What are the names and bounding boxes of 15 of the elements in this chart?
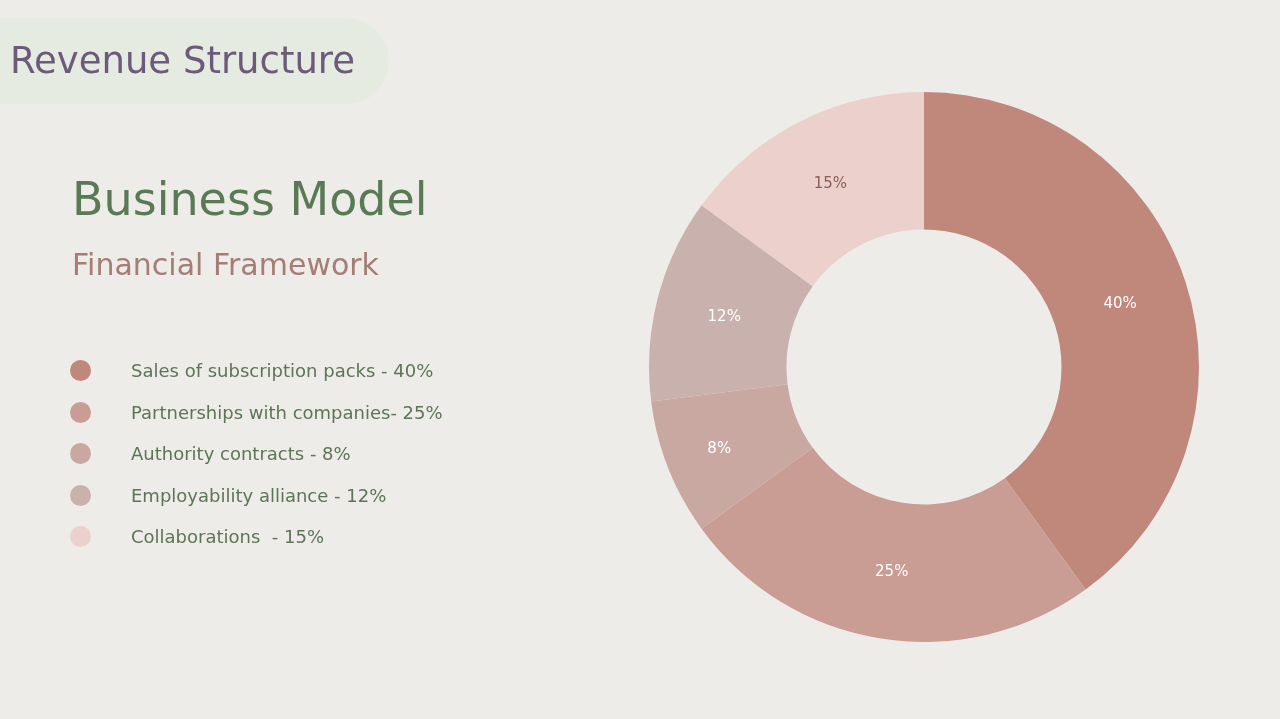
text: Business Model [72,172,428,226]
donut-slice [701,92,924,287]
donut-slice [924,92,1199,590]
data-label: 40% [1103,294,1137,313]
legend-label: Collaborations - 15% [131,526,325,548]
data-label: 15% [813,174,848,193]
legend-label: Partnerships with companies- 25% [131,401,443,423]
text: Financial Framework [72,247,379,282]
data-label: 25% [875,561,909,580]
legend-label: Sales of subscription packs - 40% [131,360,434,382]
data-label: 12% [707,306,741,325]
data-label: 8% [707,439,732,458]
legend-label: Employability alliance - 12% [131,484,387,506]
legend-label: Authority contracts - 8% [131,443,351,465]
text: Revenue Structure [0,18,390,104]
